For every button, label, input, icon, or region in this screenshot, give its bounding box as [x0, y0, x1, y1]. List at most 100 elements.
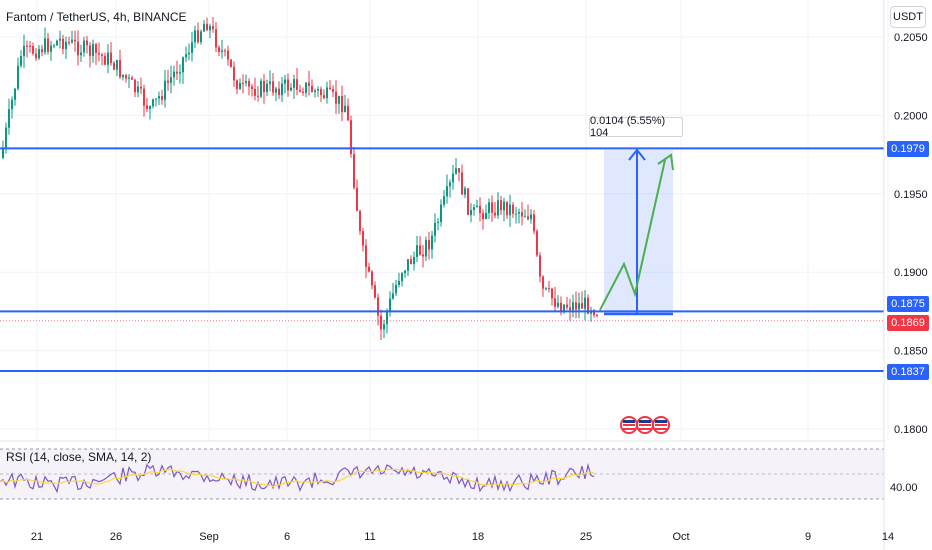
- candle-body: [59, 38, 61, 41]
- candle-body: [356, 187, 358, 211]
- us-flag-event-icon[interactable]: [636, 416, 654, 434]
- candle-body: [113, 62, 115, 70]
- candle-body: [587, 297, 589, 314]
- candle-body: [398, 281, 400, 285]
- symbol-title[interactable]: Fantom / TetherUS, 4h, BINANCE: [6, 10, 187, 24]
- candle-body: [185, 54, 187, 58]
- candle-body: [89, 45, 91, 56]
- price-axis-label: 0.1800: [894, 424, 928, 436]
- candle-body: [377, 297, 379, 316]
- candle-body: [95, 43, 97, 53]
- candle-body: [197, 30, 199, 43]
- candle-body: [26, 45, 28, 47]
- candle-body: [260, 80, 262, 97]
- candle-body: [140, 86, 142, 89]
- candle-body: [218, 47, 220, 52]
- candle-body: [482, 213, 484, 220]
- time-axis-label: 14: [882, 531, 894, 543]
- candle-body: [314, 90, 316, 92]
- candle-body: [431, 235, 433, 250]
- candle-body: [284, 79, 286, 84]
- candle-body: [11, 99, 13, 110]
- candle-body: [362, 231, 364, 246]
- candle-body: [509, 204, 511, 216]
- time-axis-label: 18: [472, 531, 484, 543]
- currency-button[interactable]: USDT: [890, 6, 926, 28]
- candle-body: [269, 81, 271, 84]
- candle-body: [155, 98, 157, 100]
- candle-body: [329, 87, 331, 89]
- candle-body: [422, 254, 424, 257]
- candle-body: [71, 39, 73, 43]
- candle-body: [86, 40, 88, 46]
- candle-body: [485, 212, 487, 220]
- candle-body: [32, 46, 34, 54]
- candle-body: [572, 302, 574, 311]
- time-axis-label: 6: [284, 531, 290, 543]
- candle-body: [251, 86, 253, 89]
- candle-body: [596, 315, 598, 317]
- candle-body: [344, 105, 346, 113]
- candle-body: [506, 201, 508, 216]
- candle-body: [419, 245, 421, 255]
- candle-body: [215, 29, 217, 48]
- candle-body: [347, 105, 349, 121]
- candle-body: [47, 38, 49, 52]
- candle-body: [182, 57, 184, 73]
- candle-body: [221, 50, 223, 52]
- candle-body: [125, 74, 127, 79]
- candle-body: [62, 38, 64, 49]
- time-axis-label: 21: [31, 531, 43, 543]
- candle-body: [467, 188, 469, 215]
- candle-body: [548, 287, 550, 289]
- candle-body: [131, 77, 133, 80]
- candle-body: [353, 154, 355, 188]
- candle-body: [257, 95, 259, 97]
- price-axis-label: 0.1900: [894, 267, 928, 279]
- candle-body: [434, 222, 436, 236]
- measure-label: 0.0104 (5.55%) 104: [589, 115, 683, 139]
- candle-body: [53, 45, 55, 47]
- candle-body: [584, 297, 586, 309]
- candle-body: [440, 204, 442, 223]
- candle-body: [593, 310, 595, 316]
- candle-body: [458, 168, 460, 173]
- candle-body: [239, 83, 241, 90]
- candle-body: [41, 49, 43, 53]
- candle-body: [236, 80, 238, 90]
- candle-body: [581, 303, 583, 309]
- candle-body: [44, 38, 46, 53]
- candle-body: [173, 71, 175, 78]
- candle-body: [101, 54, 103, 56]
- candle-body: [104, 55, 106, 65]
- candle-body: [365, 245, 367, 267]
- candle-body: [242, 83, 244, 85]
- candle-body: [479, 205, 481, 214]
- candle-body: [80, 52, 82, 56]
- candle-body: [428, 240, 430, 250]
- candle-body: [560, 302, 562, 313]
- candle-body: [8, 109, 10, 128]
- us-flag-event-icon[interactable]: [652, 416, 670, 434]
- candle-body: [245, 81, 247, 84]
- rsi-legend[interactable]: RSI (14, close, SMA, 14, 2): [6, 450, 152, 464]
- candle-body: [191, 42, 193, 53]
- candle-body: [359, 210, 361, 232]
- candle-body: [320, 89, 322, 96]
- rsi-pane[interactable]: [0, 448, 884, 500]
- candle-body: [515, 213, 517, 215]
- candle-body: [386, 311, 388, 325]
- rsi-sma-line: [0, 468, 595, 488]
- candle-body: [170, 77, 172, 83]
- candle-body: [569, 307, 571, 311]
- event-icons: [620, 416, 670, 434]
- candle-body: [302, 91, 304, 93]
- price-axis-label: 0.2050: [894, 32, 928, 44]
- candle-body: [500, 200, 502, 211]
- projection-path[interactable]: [599, 153, 674, 311]
- us-flag-event-icon[interactable]: [620, 416, 638, 434]
- candle-body: [470, 210, 472, 215]
- candle-body: [122, 74, 124, 78]
- candle-body: [554, 298, 556, 307]
